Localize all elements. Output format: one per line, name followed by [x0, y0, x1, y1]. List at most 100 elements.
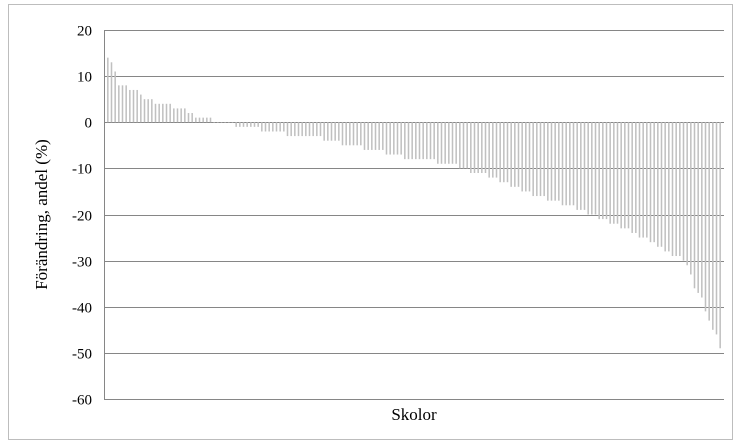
bar	[136, 89, 138, 123]
bar	[712, 122, 714, 330]
bar	[268, 122, 270, 132]
bar	[657, 122, 659, 247]
bar	[352, 122, 355, 146]
bar	[206, 117, 208, 123]
y-tick-label: 20	[77, 24, 92, 40]
bar	[561, 122, 564, 206]
bar	[631, 122, 633, 233]
bar	[396, 122, 399, 155]
bar	[191, 113, 193, 123]
bar	[704, 122, 707, 312]
bar	[184, 108, 186, 123]
bar	[158, 103, 160, 123]
bar	[176, 108, 179, 123]
bar	[349, 122, 351, 146]
bar	[209, 117, 212, 123]
bar	[283, 122, 285, 132]
bar	[305, 122, 307, 137]
bar	[121, 85, 124, 123]
bar	[110, 62, 113, 123]
bar	[242, 122, 245, 127]
bar	[565, 122, 567, 206]
bar	[297, 122, 300, 137]
bar	[459, 122, 461, 169]
bar	[169, 103, 171, 123]
bar	[583, 122, 586, 210]
bar	[451, 122, 454, 164]
x-axis-title: Skolor	[391, 405, 437, 424]
bar	[668, 122, 670, 252]
bar	[558, 122, 560, 201]
bar	[495, 122, 498, 178]
bar	[492, 122, 494, 178]
bar	[264, 122, 267, 132]
bar	[587, 122, 589, 215]
bar	[686, 122, 688, 266]
bar	[433, 122, 435, 160]
bar	[363, 122, 366, 150]
bar	[572, 122, 575, 206]
bar	[334, 122, 336, 141]
bar	[341, 122, 344, 146]
bar	[257, 122, 259, 127]
bar	[217, 122, 219, 123]
bar	[187, 113, 190, 123]
bar	[624, 122, 626, 229]
bar	[228, 122, 230, 123]
bar	[569, 122, 571, 206]
bar	[602, 122, 604, 220]
bar	[360, 122, 362, 146]
y-tick-label: -40	[72, 301, 92, 317]
bar	[345, 122, 347, 146]
bar	[301, 122, 303, 137]
bar	[415, 122, 417, 160]
bar	[367, 122, 369, 150]
bar	[312, 122, 314, 137]
bar	[536, 122, 538, 197]
bar	[389, 122, 391, 155]
bar	[598, 122, 600, 220]
bar	[682, 122, 685, 261]
bar	[235, 122, 237, 127]
bar	[173, 108, 175, 123]
bar	[701, 122, 703, 298]
bar	[261, 122, 263, 132]
bar	[275, 122, 278, 132]
bar	[675, 122, 677, 257]
bar	[664, 122, 666, 252]
bar	[506, 122, 509, 183]
y-tick-label: -50	[72, 347, 92, 363]
y-tick-label: -60	[72, 393, 92, 409]
bar	[547, 122, 549, 201]
gridlines	[104, 30, 724, 400]
bar	[411, 122, 413, 160]
bar	[528, 122, 531, 192]
bar	[455, 122, 457, 164]
bar	[308, 122, 311, 137]
bar	[693, 122, 696, 289]
y-tick-label: -20	[72, 209, 92, 225]
bar	[550, 122, 553, 201]
bar	[279, 122, 281, 132]
bar	[202, 117, 204, 123]
bar	[708, 122, 710, 321]
bar	[195, 117, 197, 123]
bar	[253, 122, 256, 127]
bar	[404, 122, 406, 160]
bar	[671, 122, 674, 257]
bar	[642, 122, 644, 238]
bar	[356, 122, 358, 146]
bar	[129, 89, 131, 123]
y-tick-labels: 20 10 0 -10 -20 -30 -40 -50 -60	[72, 24, 92, 409]
y-tick-label: 10	[77, 70, 92, 86]
bar	[521, 122, 523, 192]
bars	[107, 57, 721, 349]
bar	[294, 122, 296, 137]
bar	[525, 122, 527, 192]
bar	[503, 122, 505, 183]
bar	[679, 122, 681, 257]
bar	[246, 122, 248, 127]
bar	[440, 122, 443, 164]
bar	[697, 122, 699, 293]
bar	[330, 122, 333, 141]
